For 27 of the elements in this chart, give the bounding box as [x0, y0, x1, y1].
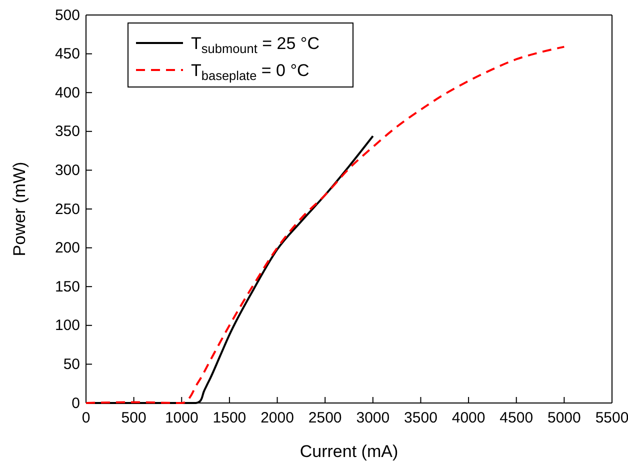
legend-label: T$_{submount}$ = 25 °C — [191, 34, 320, 56]
y-tick-label: 500 — [54, 6, 80, 24]
x-tick-label: 2500 — [308, 410, 342, 426]
y-tick-label: 250 — [54, 200, 80, 218]
x-tick-label: 4500 — [500, 410, 534, 426]
y-tick-label: 400 — [54, 84, 80, 102]
x-tick-label: 1500 — [212, 410, 246, 426]
x-tick-label: 1000 — [164, 410, 198, 426]
y-tick-label: 50 — [63, 356, 80, 373]
x-tick-label: 3500 — [404, 410, 438, 426]
x-tick-label: 2000 — [260, 410, 294, 426]
x-tick-label: 5500 — [595, 410, 628, 426]
y-tick-label: 300 — [54, 162, 80, 179]
y-tick-label: 350 — [54, 123, 80, 140]
x-axis-title: Current (mA) — [300, 442, 398, 461]
y-tick-label: 150 — [54, 278, 80, 296]
y-axis-title: Power (mW) — [10, 162, 29, 256]
x-tick-label: 4000 — [452, 410, 486, 426]
y-tick-label: 0 — [72, 394, 80, 412]
x-tick-label: 500 — [121, 410, 146, 426]
x-tick-label: 3000 — [356, 410, 390, 426]
x-tick-label: 0 — [82, 410, 90, 426]
legend-label: T$_{baseplate}$ = 0 °C — [191, 61, 310, 83]
y-tick-label: 450 — [54, 46, 80, 63]
x-tick-label: 5000 — [547, 410, 581, 426]
y-tick-label: 100 — [54, 317, 80, 334]
y-tick-label: 200 — [54, 240, 80, 257]
